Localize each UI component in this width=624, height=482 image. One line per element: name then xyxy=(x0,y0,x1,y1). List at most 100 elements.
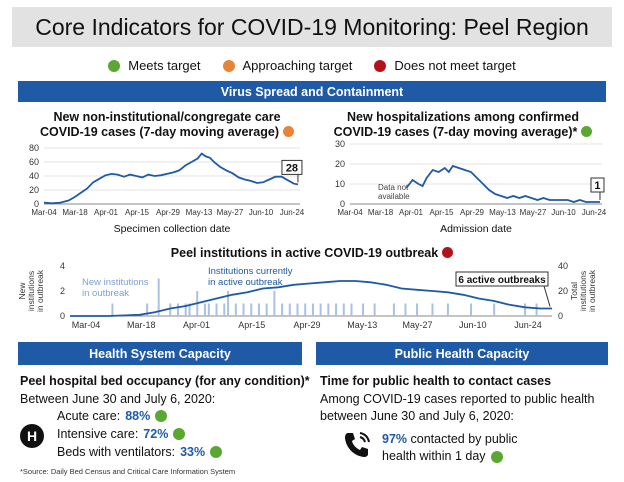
legend-label-approaching: Approaching target xyxy=(242,58,353,73)
hosp-x-tick-label: Jun-24 xyxy=(582,208,607,217)
contact-text-1: contacted by public xyxy=(410,432,518,446)
inst-bar xyxy=(146,303,149,316)
cases-series-line xyxy=(43,152,299,205)
header-bar: Core Indicators for COVID-19 Monitoring:… xyxy=(12,7,612,47)
red-status-icon xyxy=(442,247,454,258)
bed-value-ventilator: 33% xyxy=(180,445,206,459)
inst-bar xyxy=(431,303,434,316)
inst-bar xyxy=(207,303,210,316)
cases-x-tick-label: Jun-10 xyxy=(249,208,274,217)
cases-x-tick-label: May-27 xyxy=(217,208,244,217)
cases-title-line-1: New non-institutional/congregate care xyxy=(53,110,281,124)
hosp-annotation-box xyxy=(590,177,605,193)
inst-bar xyxy=(176,303,179,316)
inst-x-tick-label: Mar-04 xyxy=(72,320,101,330)
cases-x-axis-label: Specimen collection date xyxy=(114,223,231,235)
inst-bar xyxy=(350,303,353,316)
inst-bar xyxy=(257,303,260,316)
bed-value-intensive: 72% xyxy=(143,427,169,441)
section-band-public: Public Health Capacity xyxy=(316,342,608,365)
green-status-icon xyxy=(490,450,503,463)
inst-line-series-label: in active outbreak xyxy=(208,277,283,288)
inst-bar xyxy=(169,303,172,316)
hosp-x-tick-label: May-13 xyxy=(489,208,516,217)
cases-y-tick-label: 40 xyxy=(29,171,39,181)
bed-occupancy-title: Peel hospital bed occupancy (for any con… xyxy=(20,374,310,388)
section-title-health: Health System Capacity xyxy=(89,346,231,361)
inst-bar xyxy=(470,303,473,316)
footnote: *Source: Daily Bed Census and Critical C… xyxy=(20,467,236,476)
inst-annotation-label: 6 active outbreaks xyxy=(458,275,546,286)
inst-x-tick-label: May-13 xyxy=(347,320,377,330)
inst-bar xyxy=(215,303,218,316)
cases-y-tick-label: 80 xyxy=(29,143,39,153)
page-title: Core Indicators for COVID-19 Monitoring:… xyxy=(35,13,589,40)
inst-bar xyxy=(188,303,191,316)
hosp-y-tick-label: 10 xyxy=(335,179,345,189)
green-dot-icon xyxy=(108,59,121,72)
cases-x-tick-label: May-13 xyxy=(186,208,213,217)
inst-bar xyxy=(242,303,245,316)
cases-y-tick-label: 20 xyxy=(29,185,39,195)
cases-annotation-label: 28 xyxy=(286,162,298,174)
legend-item-approaching: Approaching target xyxy=(222,58,353,73)
hosp-y-tick-label: 20 xyxy=(335,159,345,169)
cases-x-tick-label: Mar-04 xyxy=(31,208,57,217)
hosp-x-tick-label: Mar-18 xyxy=(368,208,394,217)
cases-x-tick-label: Jun-24 xyxy=(280,208,305,217)
inst-chart-title: Peel institutions in active COVID-19 out… xyxy=(18,246,606,261)
inst-bar-series-label: New institutions xyxy=(82,277,149,288)
section-title-public: Public Health Capacity xyxy=(394,346,530,361)
hosp-x-tick-label: Apr-29 xyxy=(460,208,485,217)
inst-bar xyxy=(203,303,206,316)
inst-y-left-label-line: in outbreak xyxy=(35,269,45,312)
hosp-x-axis-label: Admission date xyxy=(440,223,512,235)
inst-y-left-label-line: institutions xyxy=(26,271,36,311)
contact-result: 97% contacted by public health within 1 … xyxy=(382,431,582,465)
hosp-x-tick-label: Jun-10 xyxy=(551,208,576,217)
bed-row-acute: Acute care: 88% xyxy=(57,409,168,423)
inst-bar xyxy=(335,303,338,316)
orange-dot-icon xyxy=(222,59,235,72)
inst-x-tick-label: Apr-15 xyxy=(238,320,265,330)
inst-bar xyxy=(311,303,314,316)
inst-y-right-label-line: Total xyxy=(569,282,579,300)
inst-annotation-box xyxy=(455,271,549,287)
hosp-x-tick-label: Mar-04 xyxy=(337,208,363,217)
bed-label-acute: Acute care: xyxy=(57,409,121,423)
hosp-y-tick-label: 0 xyxy=(340,199,345,209)
inst-bar xyxy=(493,303,496,316)
phone-icon xyxy=(345,432,370,457)
hosp-chart-title: New hospitalizations among confirmed COV… xyxy=(318,110,608,140)
contact-text-2: health within 1 day xyxy=(382,449,486,463)
inst-y-right-tick-label: 0 xyxy=(558,311,563,321)
hosp-chart: 0 10 20 30 Mar-04 Mar-18 Apr-01 Apr-15 Apr-29 May… xyxy=(335,139,607,235)
hosp-y-tick-label: 30 xyxy=(335,139,345,149)
hosp-x-tick-label: Apr-01 xyxy=(399,208,424,217)
contact-value: 97% xyxy=(382,432,408,446)
green-status-icon xyxy=(581,126,593,137)
cases-x-tick-label: Mar-18 xyxy=(62,208,88,217)
inst-line-series-label: Institutions currently xyxy=(208,266,293,277)
cases-annotation-box xyxy=(281,159,303,175)
inst-bar xyxy=(227,291,230,316)
bed-row-intensive: Intensive care: 72% xyxy=(57,427,186,441)
inst-title-text: Peel institutions in active COVID-19 out… xyxy=(170,246,439,260)
inst-y-right-tick-label: 40 xyxy=(558,261,568,271)
bed-label-ventilator: Beds with ventilators: xyxy=(57,445,176,459)
inst-y-left-tick-label: 4 xyxy=(60,261,65,271)
inst-series-line xyxy=(70,280,552,317)
inst-bar xyxy=(404,303,407,316)
inst-y-right-label-line: institutions xyxy=(578,271,588,311)
inst-y-left-tick-label: 2 xyxy=(60,286,65,296)
cases-chart-title: New non-institutional/congregate care CO… xyxy=(22,110,312,140)
hosp-x-tick-label: Apr-15 xyxy=(429,208,454,217)
cases-x-tick-label: Apr-01 xyxy=(94,208,119,217)
inst-bar xyxy=(392,303,395,316)
inst-bar xyxy=(446,303,449,316)
legend-label-meets: Meets target xyxy=(128,58,201,73)
contact-description: Among COVID-19 cases reported to public … xyxy=(320,392,595,423)
hosp-note-line-1: Data not xyxy=(378,183,409,192)
green-status-icon xyxy=(155,410,168,422)
inst-x-tick-label: Apr-01 xyxy=(183,320,210,330)
